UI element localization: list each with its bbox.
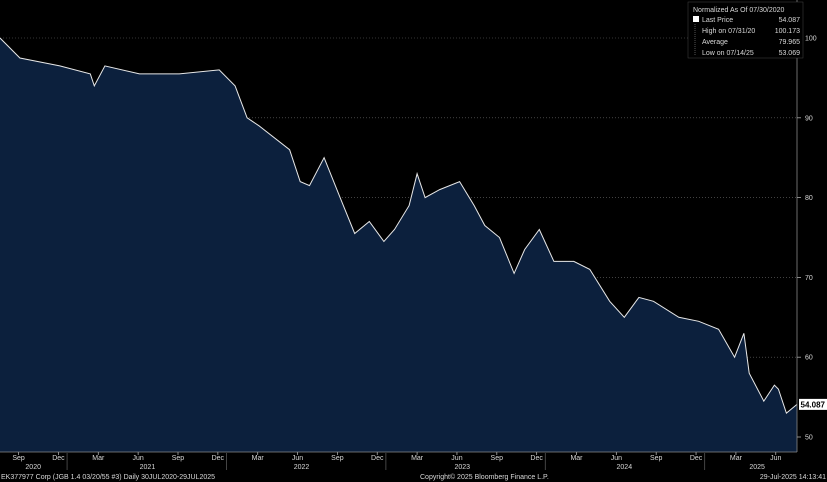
last-price-badge: 54.087 <box>799 398 827 410</box>
legend: Normalized As Of 07/30/2020 Last Price 5… <box>687 1 804 59</box>
y-tick-label: 70 <box>805 275 813 282</box>
year-label: 2021 <box>140 464 156 471</box>
x-tick-label: Mar <box>411 455 424 462</box>
year-label: 2025 <box>749 464 765 471</box>
x-tick-label: Jun <box>451 455 462 462</box>
legend-label: High on 07/31/20 <box>702 28 755 35</box>
x-tick-label: Sep <box>491 455 504 462</box>
legend-value: 53.069 <box>779 50 801 57</box>
y-tick-label: 60 <box>805 355 813 362</box>
x-tick-label: Sep <box>650 455 663 462</box>
year-label: 2022 <box>294 464 310 471</box>
year-label: 2023 <box>454 464 470 471</box>
x-tick-label: Dec <box>371 455 384 462</box>
legend-label: Last Price <box>702 17 733 24</box>
footer-copyright: Copyright© 2025 Bloomberg Finance L.P. <box>420 473 549 481</box>
x-tick-label: Dec <box>212 455 225 462</box>
x-tick-label: Jun <box>292 455 303 462</box>
legend-value: 54.087 <box>779 17 801 24</box>
footer-security: EK377977 Corp (JGB 1.4 03/20/55 #3) Dail… <box>1 474 215 481</box>
x-tick-label: Mar <box>730 455 743 462</box>
legend-label: Low on 07/14/25 <box>702 50 754 57</box>
y-tick-label: 50 <box>805 435 813 442</box>
y-tick-label: 100 <box>805 36 817 43</box>
x-tick-label: Mar <box>252 455 265 462</box>
year-label: 2024 <box>617 464 633 471</box>
x-tick-label: Mar <box>92 455 105 462</box>
x-tick-label: Mar <box>570 455 583 462</box>
legend-header: Normalized As Of 07/30/2020 <box>693 7 785 14</box>
price-area <box>0 38 797 452</box>
x-tick-label: Sep <box>172 455 185 462</box>
x-tick-label: Jun <box>611 455 622 462</box>
x-tick-label: Sep <box>12 455 25 462</box>
legend-last-price-swatch <box>693 16 699 22</box>
legend-label: Average <box>702 39 728 46</box>
x-axis: Sep Dec Mar Jun Sep Dec Mar Jun Sep Dec Mar Jun Sep D… <box>12 452 781 471</box>
legend-value: 100.173 <box>775 28 800 35</box>
x-tick-label: Dec <box>52 455 65 462</box>
legend-value: 79.965 <box>779 39 801 46</box>
x-tick-label: Dec <box>530 455 543 462</box>
price-line <box>0 37 798 414</box>
year-label: 2020 <box>25 464 41 471</box>
x-tick-label: Jun <box>132 455 143 462</box>
footer-timestamp: 29-Jul-2025 14:13:41 <box>760 474 826 481</box>
x-tick-label: Jun <box>770 455 781 462</box>
last-price-label: 54.087 <box>801 400 826 409</box>
y-tick-label: 80 <box>805 195 813 202</box>
x-tick-label: Dec <box>690 455 703 462</box>
x-tick-label: Sep <box>331 455 344 462</box>
y-tick-label: 90 <box>805 115 813 122</box>
y-axis: 50 60 70 80 90 100 <box>797 36 817 442</box>
